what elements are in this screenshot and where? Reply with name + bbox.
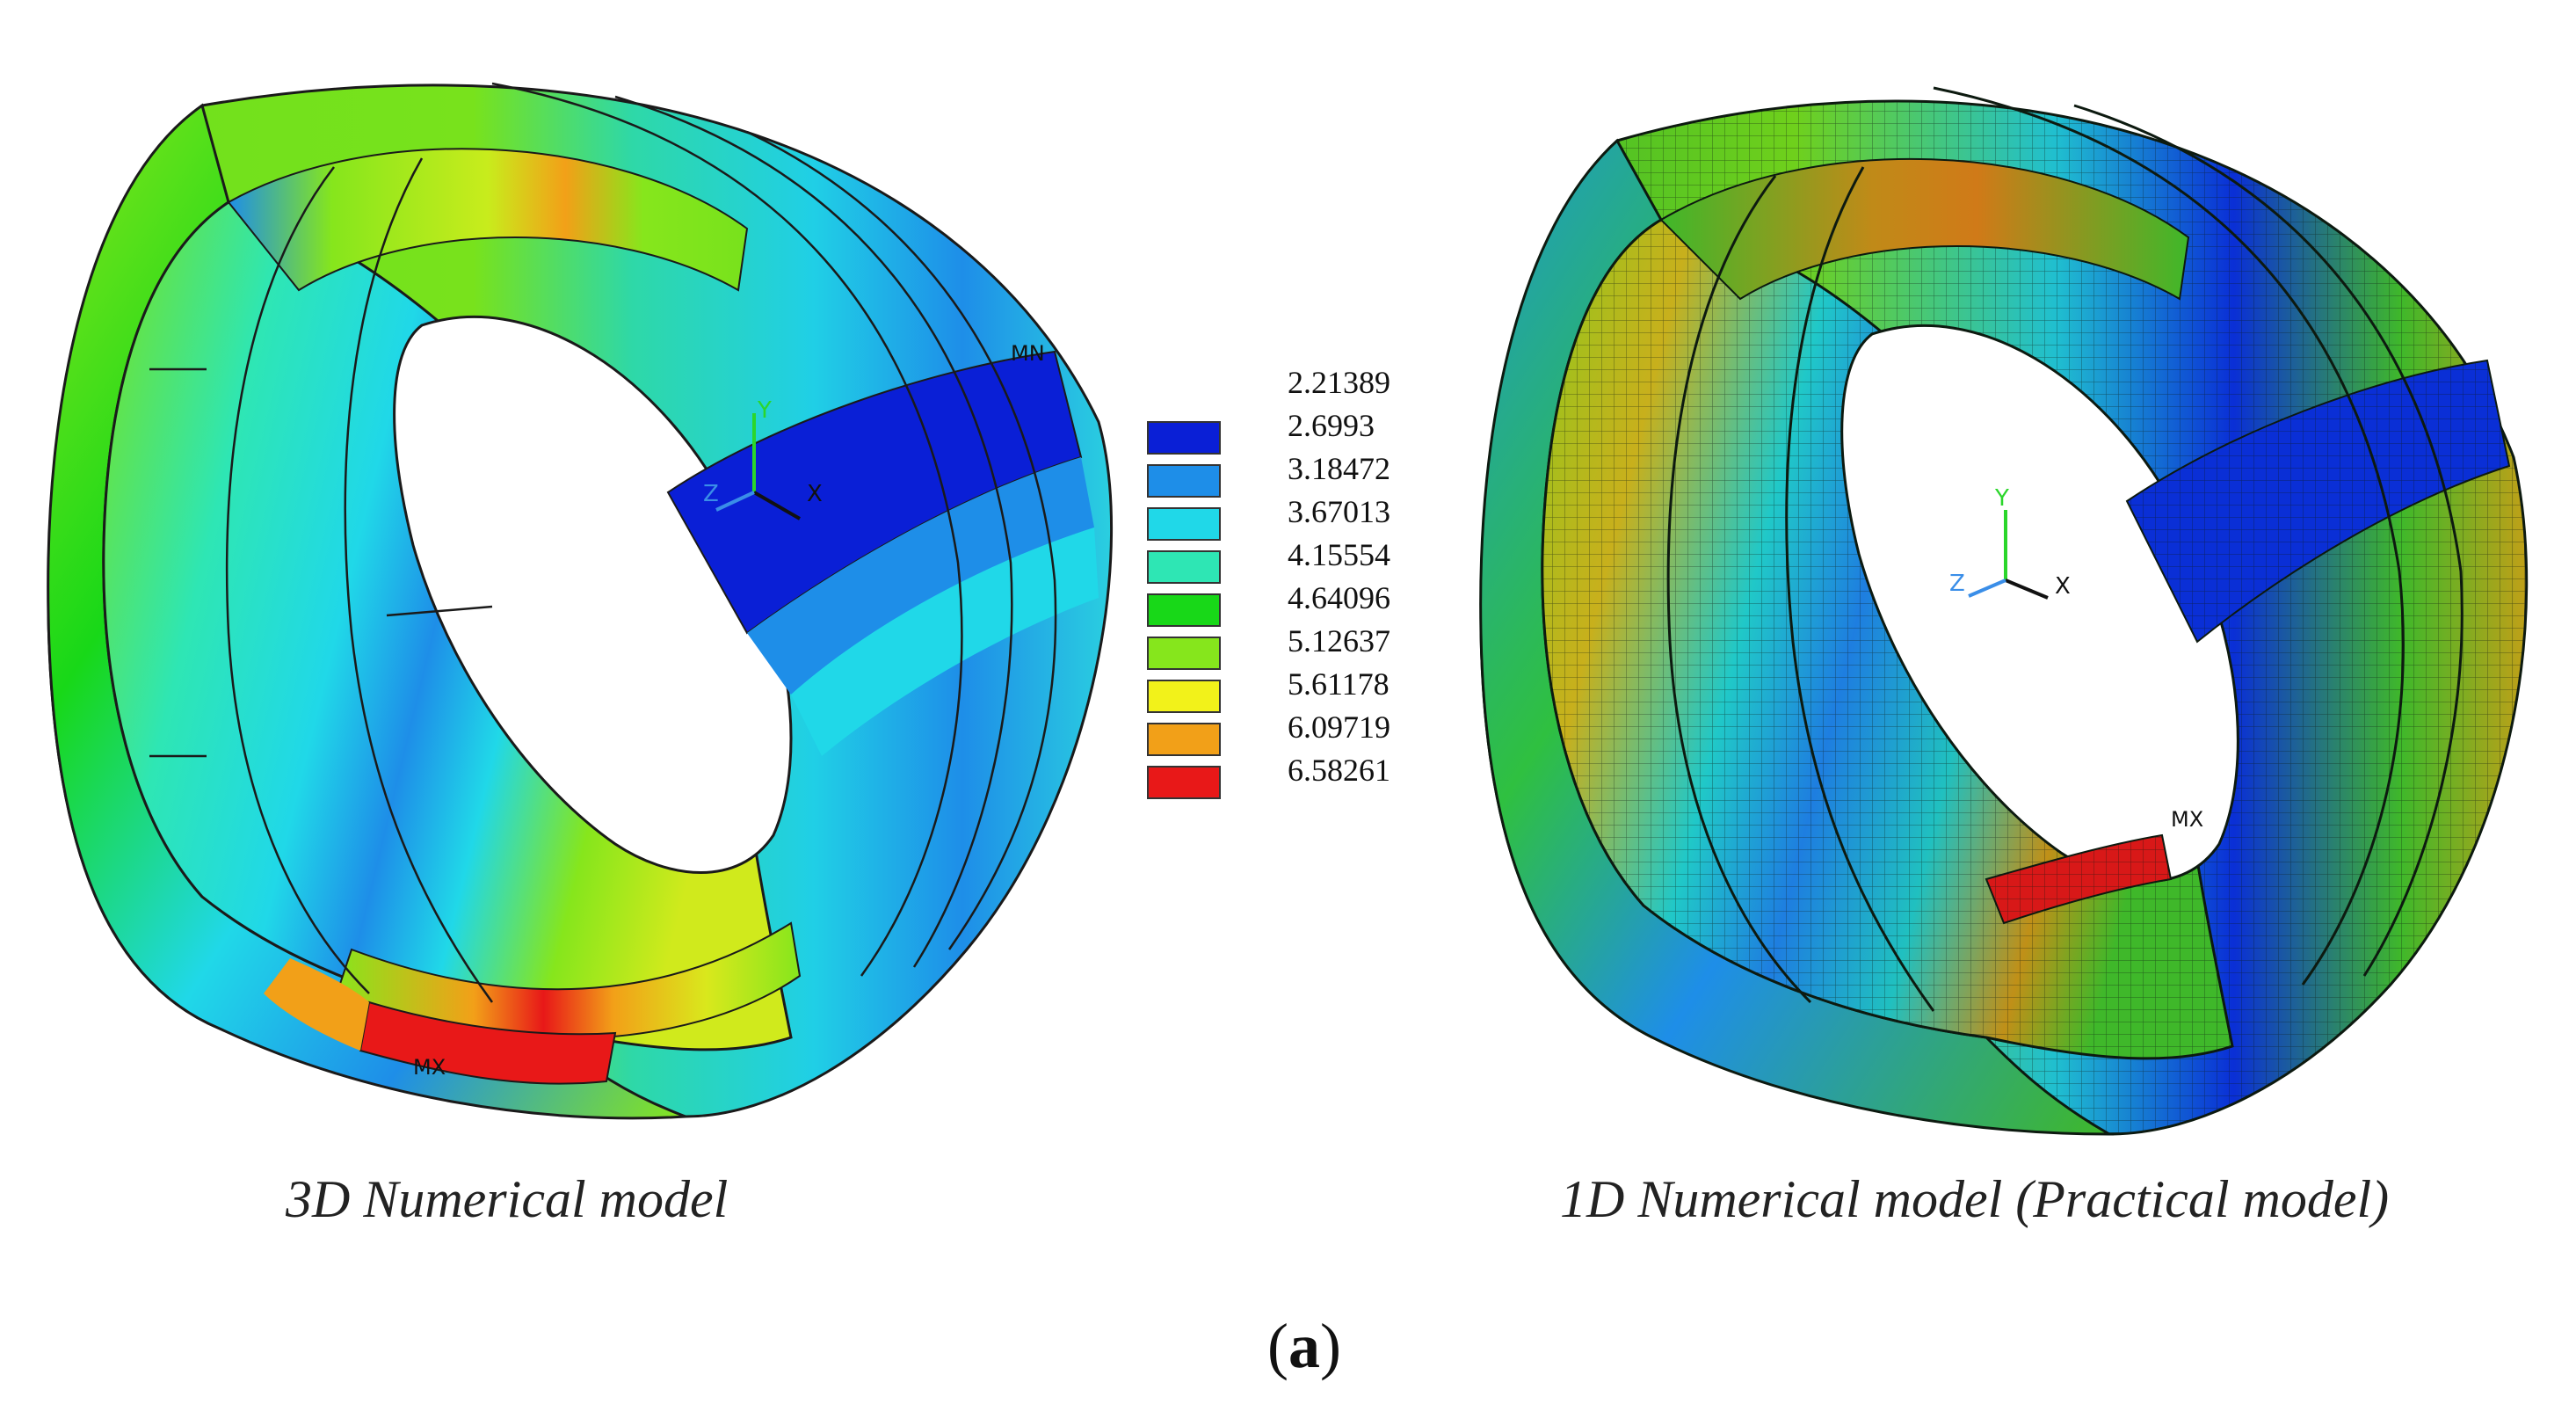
legend-swatch	[1147, 507, 1221, 541]
legend-row: 3.18472	[1147, 451, 1481, 498]
segment-lines	[1666, 86, 2464, 1012]
cyan-band	[791, 527, 1099, 756]
legend-value: 3.67013	[1288, 494, 1390, 529]
legend-row: 4.15554	[1147, 537, 1481, 584]
axis-x-label: X	[2055, 573, 2071, 600]
legend-value: 6.09719	[1288, 709, 1390, 745]
axis-triad: Y X Z	[1949, 485, 2071, 600]
ring-opening	[1840, 324, 2239, 883]
orange-patch	[264, 958, 369, 1051]
legend-swatch	[1147, 593, 1221, 627]
panel-label-close: )	[1319, 1311, 1341, 1381]
legend-value: 2.21389	[1288, 365, 1390, 400]
legend-swatch	[1147, 680, 1221, 713]
legend-row: 4.64096	[1147, 580, 1481, 627]
legend-value: 4.15554	[1288, 537, 1390, 572]
left-caption: 3D Numerical model	[286, 1170, 729, 1228]
legend-row: 6.58261	[1147, 753, 1481, 799]
panel-label-open: (	[1267, 1311, 1288, 1381]
legend-value: 3.18472	[1288, 451, 1390, 486]
top-inner-band	[227, 148, 749, 292]
legend-value: 6.58261	[1288, 753, 1390, 788]
legend-row: 2.6993	[1147, 408, 1481, 455]
panel-label-letter: a	[1288, 1311, 1320, 1381]
legend-swatch	[1147, 637, 1221, 670]
axis-z-label: Z	[1949, 571, 1965, 597]
legend-row: 2.21389	[1147, 365, 1481, 411]
ring-model-1d: MX Y X Z	[1479, 86, 2529, 1136]
legend-value: 2.6993	[1288, 408, 1375, 443]
legend-swatch	[1147, 550, 1221, 584]
blue-band-light	[747, 457, 1094, 695]
axis-x-line	[753, 491, 801, 520]
legend-swatch	[1147, 723, 1221, 756]
axis-z-line	[1968, 578, 2006, 598]
legend-swatch	[1147, 421, 1221, 455]
right-caption: 1D Numerical model (Practical model)	[1560, 1170, 2390, 1228]
legend-swatch	[1147, 766, 1221, 799]
axis-y-label: Y	[1994, 485, 2009, 512]
ring-opening	[393, 316, 793, 874]
legend-row: 5.61178	[1147, 666, 1481, 713]
segment-lines	[149, 82, 1057, 1003]
ring-model-3d: MX MN Y X Z	[47, 82, 1114, 1120]
legend-row: 5.12637	[1147, 623, 1481, 670]
axis-y-label: Y	[757, 397, 772, 424]
max-patch-mesh	[1986, 835, 2171, 923]
min-label: MN	[1011, 341, 1045, 366]
legend-row: 6.09719	[1147, 709, 1481, 756]
panel-label: (a)	[1267, 1310, 1341, 1383]
axis-triad: Y X Z	[703, 397, 823, 520]
legend-row: 3.67013	[1147, 494, 1481, 541]
max-label: MX	[2171, 807, 2203, 832]
legend-value: 5.61178	[1288, 666, 1390, 702]
legend-swatch	[1147, 464, 1221, 498]
legend-value: 5.12637	[1288, 623, 1390, 658]
min-band-mesh	[2127, 360, 2509, 642]
max-label: MX	[413, 1055, 446, 1080]
legend-value: 4.64096	[1288, 580, 1390, 615]
axis-z-line	[715, 491, 755, 512]
axis-z-label: Z	[703, 481, 719, 507]
axis-x-label: X	[807, 481, 823, 507]
axis-x-line	[2005, 578, 2049, 600]
top-inner-band	[1659, 157, 2190, 301]
max-patch	[359, 1000, 617, 1085]
color-legend: 2.21389 2.6993 3.18472 3.67013 4.15554 4.6409…	[1147, 365, 1481, 807]
